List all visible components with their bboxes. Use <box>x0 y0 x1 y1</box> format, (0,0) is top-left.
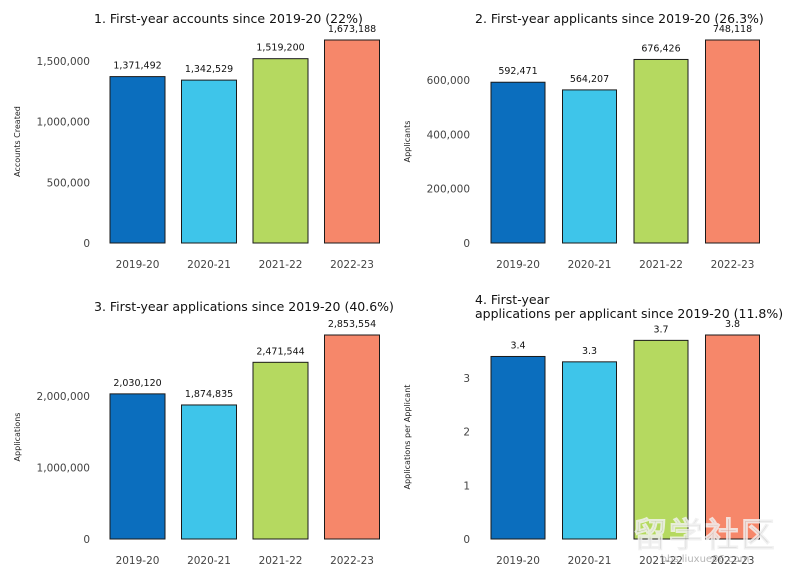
y-tick-label: 400,000 <box>427 129 470 141</box>
x-tick-label: 2020-21 <box>187 555 231 567</box>
data-label: 1,342,529 <box>185 64 233 75</box>
y-tick-label: 0 <box>463 534 470 546</box>
y-tick-label: 500,000 <box>47 177 90 189</box>
y-tick-label: 0 <box>83 534 90 546</box>
bar-2021-22 <box>252 361 309 540</box>
data-label: 676,426 <box>641 43 680 54</box>
bar-2019-20 <box>490 355 546 540</box>
bar-2020-21 <box>562 361 617 540</box>
chart-panel-2: 2. First-year applicants since 2019-20 (… <box>403 11 764 271</box>
y-tick-label: 1,000,000 <box>37 463 90 475</box>
y-tick-label: 2,000,000 <box>37 391 90 403</box>
y-axis-label: Applications <box>13 413 22 462</box>
x-tick-label: 2019-20 <box>496 555 540 567</box>
data-label: 564,207 <box>570 74 609 85</box>
y-tick-label: 200,000 <box>427 184 470 196</box>
data-label: 3.3 <box>582 346 597 357</box>
x-tick-label: 2020-21 <box>187 259 231 271</box>
y-tick-label: 1,500,000 <box>37 56 90 68</box>
chart-title: 3. First-year applications since 2019-20… <box>94 299 394 314</box>
bar-2021-22 <box>633 58 689 244</box>
bar-2022-23 <box>324 334 380 540</box>
bar-2020-21 <box>181 404 237 540</box>
data-label: 748,118 <box>713 24 752 35</box>
bar-2019-20 <box>109 393 166 540</box>
chart-panel-3: 3. First-year applications since 2019-20… <box>13 299 394 567</box>
y-tick-label: 3 <box>463 373 470 385</box>
bar-2022-23 <box>705 39 760 244</box>
bar-2021-22 <box>252 58 309 244</box>
bar-2020-21 <box>181 79 237 244</box>
x-tick-label: 2021-22 <box>639 555 683 567</box>
y-axis-label: Applicants <box>403 121 412 163</box>
y-axis-label: Accounts Created <box>13 106 22 177</box>
bar-2022-23 <box>705 334 760 540</box>
y-tick-label: 0 <box>463 238 470 250</box>
data-label: 592,471 <box>498 66 537 77</box>
y-axis-label: Applications per Applicant <box>403 385 412 490</box>
y-tick-label: 1,000,000 <box>37 117 90 129</box>
x-tick-label: 2021-22 <box>259 259 303 271</box>
x-tick-label: 2021-22 <box>259 555 303 567</box>
bar-2020-21 <box>562 89 617 244</box>
data-label: 1,673,188 <box>328 24 376 35</box>
data-label: 1,519,200 <box>256 43 304 54</box>
x-tick-label: 2019-20 <box>116 259 160 271</box>
data-label: 1,371,492 <box>113 61 161 72</box>
y-tick-label: 0 <box>83 238 90 250</box>
x-tick-label: 2022-23 <box>330 259 374 271</box>
chart-title: 4. First-year <box>475 292 550 307</box>
bar-2021-22 <box>633 339 689 540</box>
data-label: 3.7 <box>653 324 668 335</box>
chart-title: applications per applicant since 2019-20… <box>475 306 783 321</box>
bar-2022-23 <box>324 39 380 244</box>
y-tick-label: 2 <box>463 427 470 439</box>
x-tick-label: 2021-22 <box>639 259 683 271</box>
x-tick-label: 2022-23 <box>711 259 755 271</box>
chart-panel-1: 1. First-year accounts since 2019-20 (22… <box>13 11 380 271</box>
x-tick-label: 2020-21 <box>568 259 612 271</box>
data-label: 2,030,120 <box>113 378 161 389</box>
x-tick-label: 2019-20 <box>496 259 540 271</box>
data-label: 3.4 <box>510 340 525 351</box>
data-label: 1,874,835 <box>185 389 233 400</box>
x-tick-label: 2022-23 <box>711 555 755 567</box>
data-label: 3.8 <box>725 319 740 330</box>
x-tick-label: 2022-23 <box>330 555 374 567</box>
y-tick-label: 600,000 <box>427 75 470 87</box>
data-label: 2,853,554 <box>328 319 376 330</box>
y-tick-label: 1 <box>463 480 470 492</box>
x-tick-label: 2020-21 <box>568 555 612 567</box>
data-label: 2,471,544 <box>256 346 304 357</box>
x-tick-label: 2019-20 <box>116 555 160 567</box>
bar-2019-20 <box>109 76 166 244</box>
bar-2019-20 <box>490 81 546 244</box>
chart-title: 1. First-year accounts since 2019-20 (22… <box>94 11 363 26</box>
chart-title: 2. First-year applicants since 2019-20 (… <box>475 11 764 26</box>
